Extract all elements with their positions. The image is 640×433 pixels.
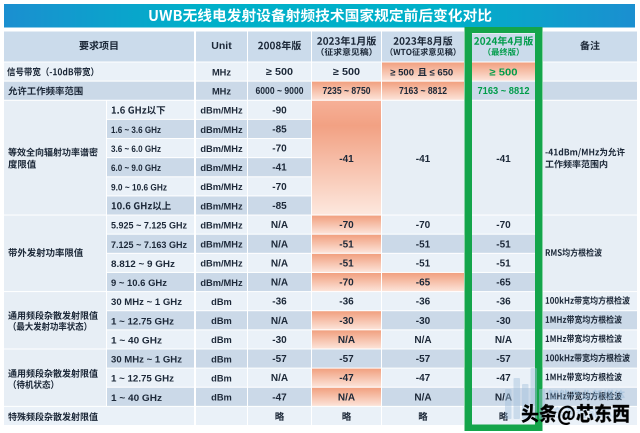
svg-text:-65: -65 xyxy=(416,278,431,289)
svg-text:-51: -51 xyxy=(339,258,354,269)
svg-text:-70: -70 xyxy=(272,182,287,193)
svg-text:6000 ~ 9000: 6000 ~ 9000 xyxy=(256,86,304,97)
svg-text:30 MHz ~ 1 GHz: 30 MHz ~ 1 GHz xyxy=(111,355,182,366)
svg-text:1 ~ 12.75 GHz: 1 ~ 12.75 GHz xyxy=(111,316,174,327)
svg-text:-41: -41 xyxy=(416,154,431,165)
svg-text:7235 ~ 8750: 7235 ~ 8750 xyxy=(323,86,371,97)
svg-text:-36: -36 xyxy=(416,297,431,308)
svg-text:7163 ~ 8812: 7163 ~ 8812 xyxy=(399,86,447,97)
svg-text:-85: -85 xyxy=(272,201,287,212)
svg-text:-90: -90 xyxy=(272,105,287,116)
svg-text:-65: -65 xyxy=(496,278,511,289)
svg-text:1 ~ 12.75 GHz: 1 ~ 12.75 GHz xyxy=(111,374,174,385)
svg-text:-57: -57 xyxy=(416,354,431,365)
svg-text:N/A: N/A xyxy=(271,220,288,231)
svg-text:-57: -57 xyxy=(496,354,511,365)
svg-text:-30: -30 xyxy=(339,316,354,327)
svg-text:N/A: N/A xyxy=(271,239,288,250)
svg-text:-41: -41 xyxy=(339,154,354,165)
svg-text:1 ~ 40 GHz: 1 ~ 40 GHz xyxy=(111,335,162,346)
svg-text:MHz: MHz xyxy=(212,67,231,77)
svg-text:dBm: dBm xyxy=(211,335,232,345)
svg-text:N/A: N/A xyxy=(271,316,288,327)
svg-text:-70: -70 xyxy=(339,278,354,289)
svg-text:30 MHz ~ 1 GHz: 30 MHz ~ 1 GHz xyxy=(111,297,182,308)
svg-text:N/A: N/A xyxy=(271,373,288,384)
svg-text:-36: -36 xyxy=(339,297,354,308)
svg-text:MHz: MHz xyxy=(212,87,231,97)
svg-text:-70: -70 xyxy=(339,220,354,231)
svg-text:-47: -47 xyxy=(416,373,431,384)
svg-text:-70: -70 xyxy=(272,144,287,155)
svg-text:≥ 500: ≥ 500 xyxy=(333,67,360,78)
svg-text:-30: -30 xyxy=(496,316,511,327)
svg-text:-51: -51 xyxy=(416,258,431,269)
svg-text:N/A: N/A xyxy=(414,335,431,346)
svg-text:dBm/MHz: dBm/MHz xyxy=(200,106,243,116)
svg-text:N/A: N/A xyxy=(338,335,355,346)
svg-text:-47: -47 xyxy=(339,373,354,384)
svg-text:dBm/MHz: dBm/MHz xyxy=(200,125,243,135)
svg-text:-70: -70 xyxy=(416,220,431,231)
svg-text:dBm: dBm xyxy=(211,393,232,403)
svg-text:N/A: N/A xyxy=(271,278,288,289)
svg-text:7163 ~ 8812: 7163 ~ 8812 xyxy=(478,86,530,97)
svg-text:dBm: dBm xyxy=(211,354,232,364)
svg-text:1 ~ 40 GHz: 1 ~ 40 GHz xyxy=(111,393,162,404)
svg-text:dBm/MHz: dBm/MHz xyxy=(200,182,243,192)
svg-text:9 ~ 10.6 GHz: 9 ~ 10.6 GHz xyxy=(111,278,167,289)
svg-text:dBm: dBm xyxy=(211,297,232,307)
svg-text:-51: -51 xyxy=(416,239,431,250)
svg-text:-30: -30 xyxy=(416,316,431,327)
svg-text:-85: -85 xyxy=(272,124,287,135)
svg-text:dBm/MHz: dBm/MHz xyxy=(200,144,243,154)
svg-text:5.925 ~ 7.125 GHz: 5.925 ~ 7.125 GHz xyxy=(111,221,187,232)
svg-text:-36: -36 xyxy=(272,297,287,308)
svg-text:-51: -51 xyxy=(496,258,511,269)
svg-text:8.812 ~ 9 GHz: 8.812 ~ 9 GHz xyxy=(111,259,175,270)
svg-text:dBm/MHz: dBm/MHz xyxy=(200,220,243,230)
svg-text:≥ 500: ≥ 500 xyxy=(266,67,293,78)
svg-text:-36: -36 xyxy=(496,297,511,308)
svg-text:dBm/MHz: dBm/MHz xyxy=(200,259,243,269)
svg-text:-57: -57 xyxy=(339,354,354,365)
svg-text:-41: -41 xyxy=(496,154,511,165)
svg-text:Unit: Unit xyxy=(211,40,232,52)
svg-text:-70: -70 xyxy=(496,220,511,231)
svg-text:-47: -47 xyxy=(496,373,511,384)
svg-text:≥ 500: ≥ 500 xyxy=(490,68,518,79)
svg-text:3.6 ~ 6.0 GHz: 3.6 ~ 6.0 GHz xyxy=(111,144,161,155)
svg-text:dBm: dBm xyxy=(211,316,232,326)
svg-text:-51: -51 xyxy=(496,239,511,250)
svg-text:6.0 ~ 9.0 GHz: 6.0 ~ 9.0 GHz xyxy=(111,163,161,174)
svg-text:dBm/MHz: dBm/MHz xyxy=(200,163,243,173)
svg-text:N/A: N/A xyxy=(271,258,288,269)
svg-text:≤ 650: ≤ 650 xyxy=(430,68,454,79)
svg-text:N/A: N/A xyxy=(338,392,355,403)
svg-text:dBm/MHz: dBm/MHz xyxy=(200,240,243,250)
svg-text:-41: -41 xyxy=(272,163,287,174)
svg-text:9.0 ~ 10.6 GHz: 9.0 ~ 10.6 GHz xyxy=(111,182,167,193)
svg-text:N/A: N/A xyxy=(414,392,431,403)
svg-text:-30: -30 xyxy=(272,335,287,346)
svg-text:≥ 500: ≥ 500 xyxy=(390,68,414,79)
svg-text:N/A: N/A xyxy=(495,392,512,403)
svg-text:1.6 ~ 3.6 GHz: 1.6 ~ 3.6 GHz xyxy=(111,125,161,136)
svg-text:-57: -57 xyxy=(272,354,287,365)
svg-text:dBm/MHz: dBm/MHz xyxy=(200,278,243,288)
svg-text:7.125 ~ 7.163 GHz: 7.125 ~ 7.163 GHz xyxy=(111,240,187,251)
svg-text:dBm/MHz: dBm/MHz xyxy=(200,201,243,211)
svg-text:dBm: dBm xyxy=(211,373,232,383)
svg-text:N/A: N/A xyxy=(495,335,512,346)
svg-text:-51: -51 xyxy=(339,239,354,250)
svg-text:-47: -47 xyxy=(272,392,287,403)
